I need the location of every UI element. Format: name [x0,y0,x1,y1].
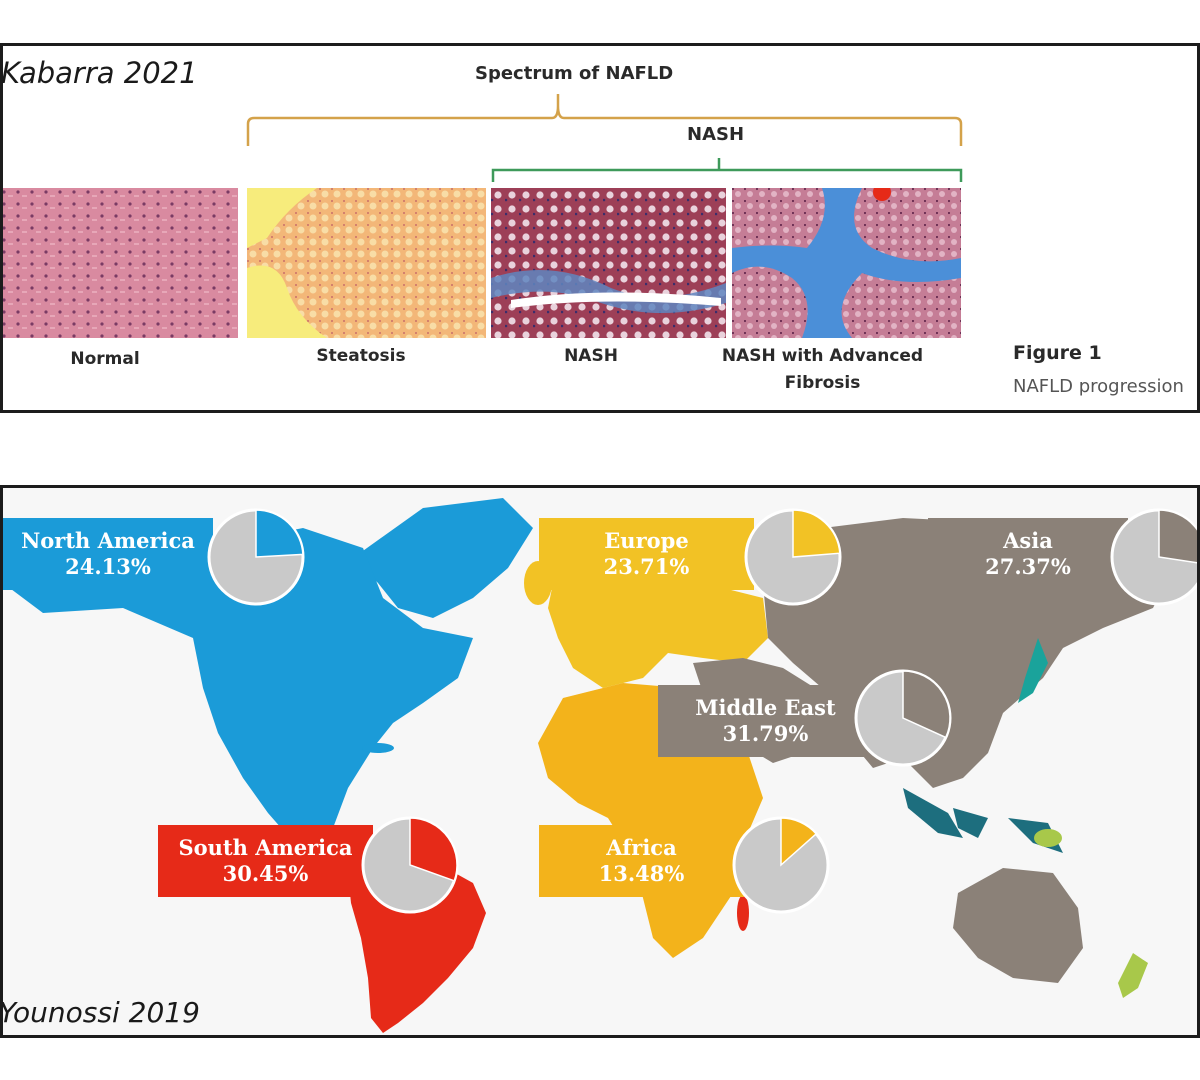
nafld-prevalence-map: North America 24.13% Europe 23.71% Asia … [0,485,1200,1038]
madagascar-shape [737,895,749,931]
spectrum-label: Spectrum of NAFLD [475,63,674,84]
pie-south-america [361,816,459,914]
pie-slice [1158,509,1197,564]
pie-europe [744,508,842,606]
nash-liver-image [491,188,726,338]
png-shape [1034,829,1062,847]
region-name: Europe [604,528,689,553]
nash-bracket [491,158,963,182]
nash-bracket-label: NASH [687,124,745,145]
region-name: Middle East [695,695,836,720]
stage-label-normal: Normal [70,349,140,369]
stage-label-steatosis: Steatosis [316,346,406,366]
figure-caption: NAFLD progression [1013,376,1184,397]
region-value: 13.48% [598,861,685,886]
caribbean-islands [362,743,394,753]
north-america-shape [3,528,473,878]
japan-shape [1018,638,1048,703]
pie-slice [780,817,818,867]
new-zealand-shape [1118,953,1148,998]
pie-slice [409,817,458,882]
region-box-africa: Africa 13.48% [539,825,744,897]
region-value: 27.37% [985,554,1071,579]
stage-label-nash-fibrosis: NASH with Advanced Fibrosis [721,346,924,393]
region-box-middle-east: Middle East 31.79% [658,685,873,757]
region-name: South America [178,835,353,860]
greenland-shape [353,498,533,618]
region-name: North America [21,528,195,553]
pie-slice [792,509,841,558]
region-box-europe: Europe 23.71% [539,518,754,590]
region-box-asia: Asia 27.37% [928,518,1128,590]
steatosis-liver-image [247,188,486,338]
normal-liver-image [3,188,238,338]
australia-shape [953,868,1083,983]
nafld-spectrum-figure: Kabarra 2021 Spectrum of NAFLD NASH [0,43,1200,413]
citation-kabarra: Kabarra 2021 [1,56,198,90]
fibrosis-liver-image [732,188,961,338]
pie-slice [902,670,951,739]
region-box-south-america: South America 30.45% [158,825,373,897]
region-value: 30.45% [222,861,309,886]
region-name: Africa [606,835,677,860]
region-name: Asia [1003,528,1053,553]
region-box-north-america: North America 24.13% [3,518,213,590]
pie-africa [732,816,830,914]
figure-title: Figure 1 [1013,342,1102,364]
region-value: 24.13% [65,554,151,579]
stage-label-nash: NASH [564,346,618,366]
pie-slice [255,509,304,558]
spectrum-bracket [246,94,963,146]
pie-asia [1110,508,1197,606]
citation-younossi: Younossi 2019 [0,996,200,1029]
southeast-asia-islands [903,788,1063,853]
pie-middle-east [854,669,952,767]
region-value: 31.79% [722,721,809,746]
brackets [246,94,963,182]
region-value: 23.71% [603,554,690,579]
pie-north-america [207,508,305,606]
